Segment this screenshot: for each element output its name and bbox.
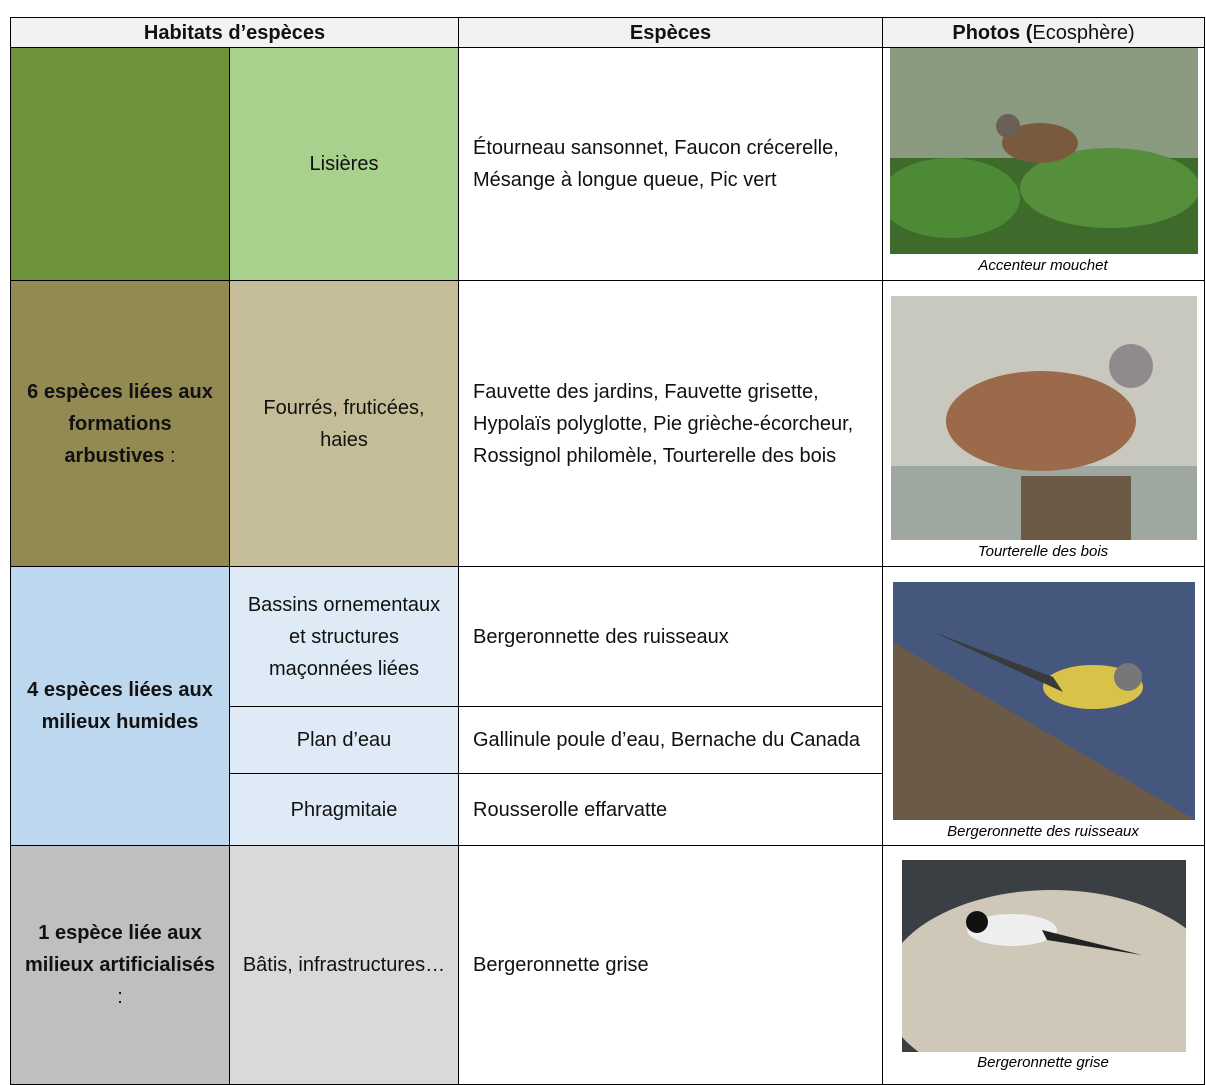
species-cell: Étourneau sansonnet, Faucon crécerelle, … — [458, 47, 883, 281]
habitat-cell: Fourrés, fruticées, haies — [229, 280, 459, 567]
group-cell: 6 espèces liées aux formations arbustive… — [10, 280, 230, 567]
caption: Tourterelle des bois — [977, 543, 1109, 560]
species: Bergeronnette des ruisseaux — [473, 625, 729, 648]
habitat: Bâtis, infrastructures… — [242, 954, 446, 976]
species-cell: Gallinule poule d’eau, Bernache du Canad… — [458, 706, 883, 774]
habitat: Bassins ornementaux et structures maçonn… — [247, 593, 441, 680]
caption: Accenteur mouchet — [978, 257, 1108, 274]
group-text: 1 espèce liée aux milieux artificialisés — [24, 922, 216, 976]
group-text: 6 espèces liées aux formations arbustive… — [27, 380, 213, 467]
species-cell: Rousserolle effarvatte — [458, 773, 883, 846]
photo — [902, 860, 1186, 1052]
species: Gallinule poule d’eau, Bernache du Canad… — [473, 729, 860, 751]
habitat-cell: Lisières — [229, 47, 459, 281]
header-text: Espèces — [629, 21, 712, 44]
habitat: Lisières — [309, 153, 379, 175]
habitat: Plan d’eau — [296, 729, 392, 751]
group-cell — [10, 47, 230, 281]
caption: Bergeronnette des ruisseaux — [947, 823, 1139, 840]
group-cell: 1 espèce liée aux milieux artificialisés… — [10, 845, 230, 1085]
group-suffix: : — [117, 986, 123, 1008]
species-cell: Fauvette des jardins, Fauvette grisette,… — [458, 280, 883, 567]
group-cell: 4 espèces liées aux milieux humides — [10, 566, 230, 846]
header-cell: Habitats d’espèces — [10, 17, 459, 48]
habitat: Phragmitaie — [290, 798, 398, 821]
habitat-cell: Bâtis, infrastructures… — [229, 845, 459, 1085]
header-text: Ecosphère) — [1032, 21, 1135, 44]
group-label: 1 espèce liée aux milieux artificialisés… — [23, 917, 217, 1013]
photo — [890, 48, 1198, 254]
group-text: 4 espèces liées aux milieux humides — [27, 679, 213, 733]
caption: Bergeronnette grise — [977, 1054, 1109, 1071]
species: Étourneau sansonnet, Faucon crécerelle, … — [473, 137, 839, 191]
habitat-cell: Bassins ornementaux et structures maçonn… — [229, 566, 459, 707]
header-text: Photos ( — [952, 21, 1033, 44]
photo — [893, 582, 1195, 820]
header-text: Habitats d’espèces — [143, 21, 326, 44]
header-cell: Photos (Ecosphère) — [882, 17, 1205, 48]
photo — [891, 296, 1197, 540]
species-cell: Bergeronnette grise — [458, 845, 883, 1085]
species: Fauvette des jardins, Fauvette grisette,… — [473, 380, 854, 467]
habitat-cell: Phragmitaie — [229, 773, 459, 846]
group-label: 6 espèces liées aux formations arbustive… — [23, 376, 217, 472]
species: Bergeronnette grise — [473, 954, 649, 976]
group-suffix: : — [164, 444, 176, 467]
habitat: Fourrés, fruticées, haies — [263, 396, 425, 451]
species-cell: Bergeronnette des ruisseaux — [458, 566, 883, 707]
habitat-cell: Plan d’eau — [229, 706, 459, 774]
header-cell: Espèces — [458, 17, 883, 48]
species: Rousserolle effarvatte — [473, 798, 668, 821]
